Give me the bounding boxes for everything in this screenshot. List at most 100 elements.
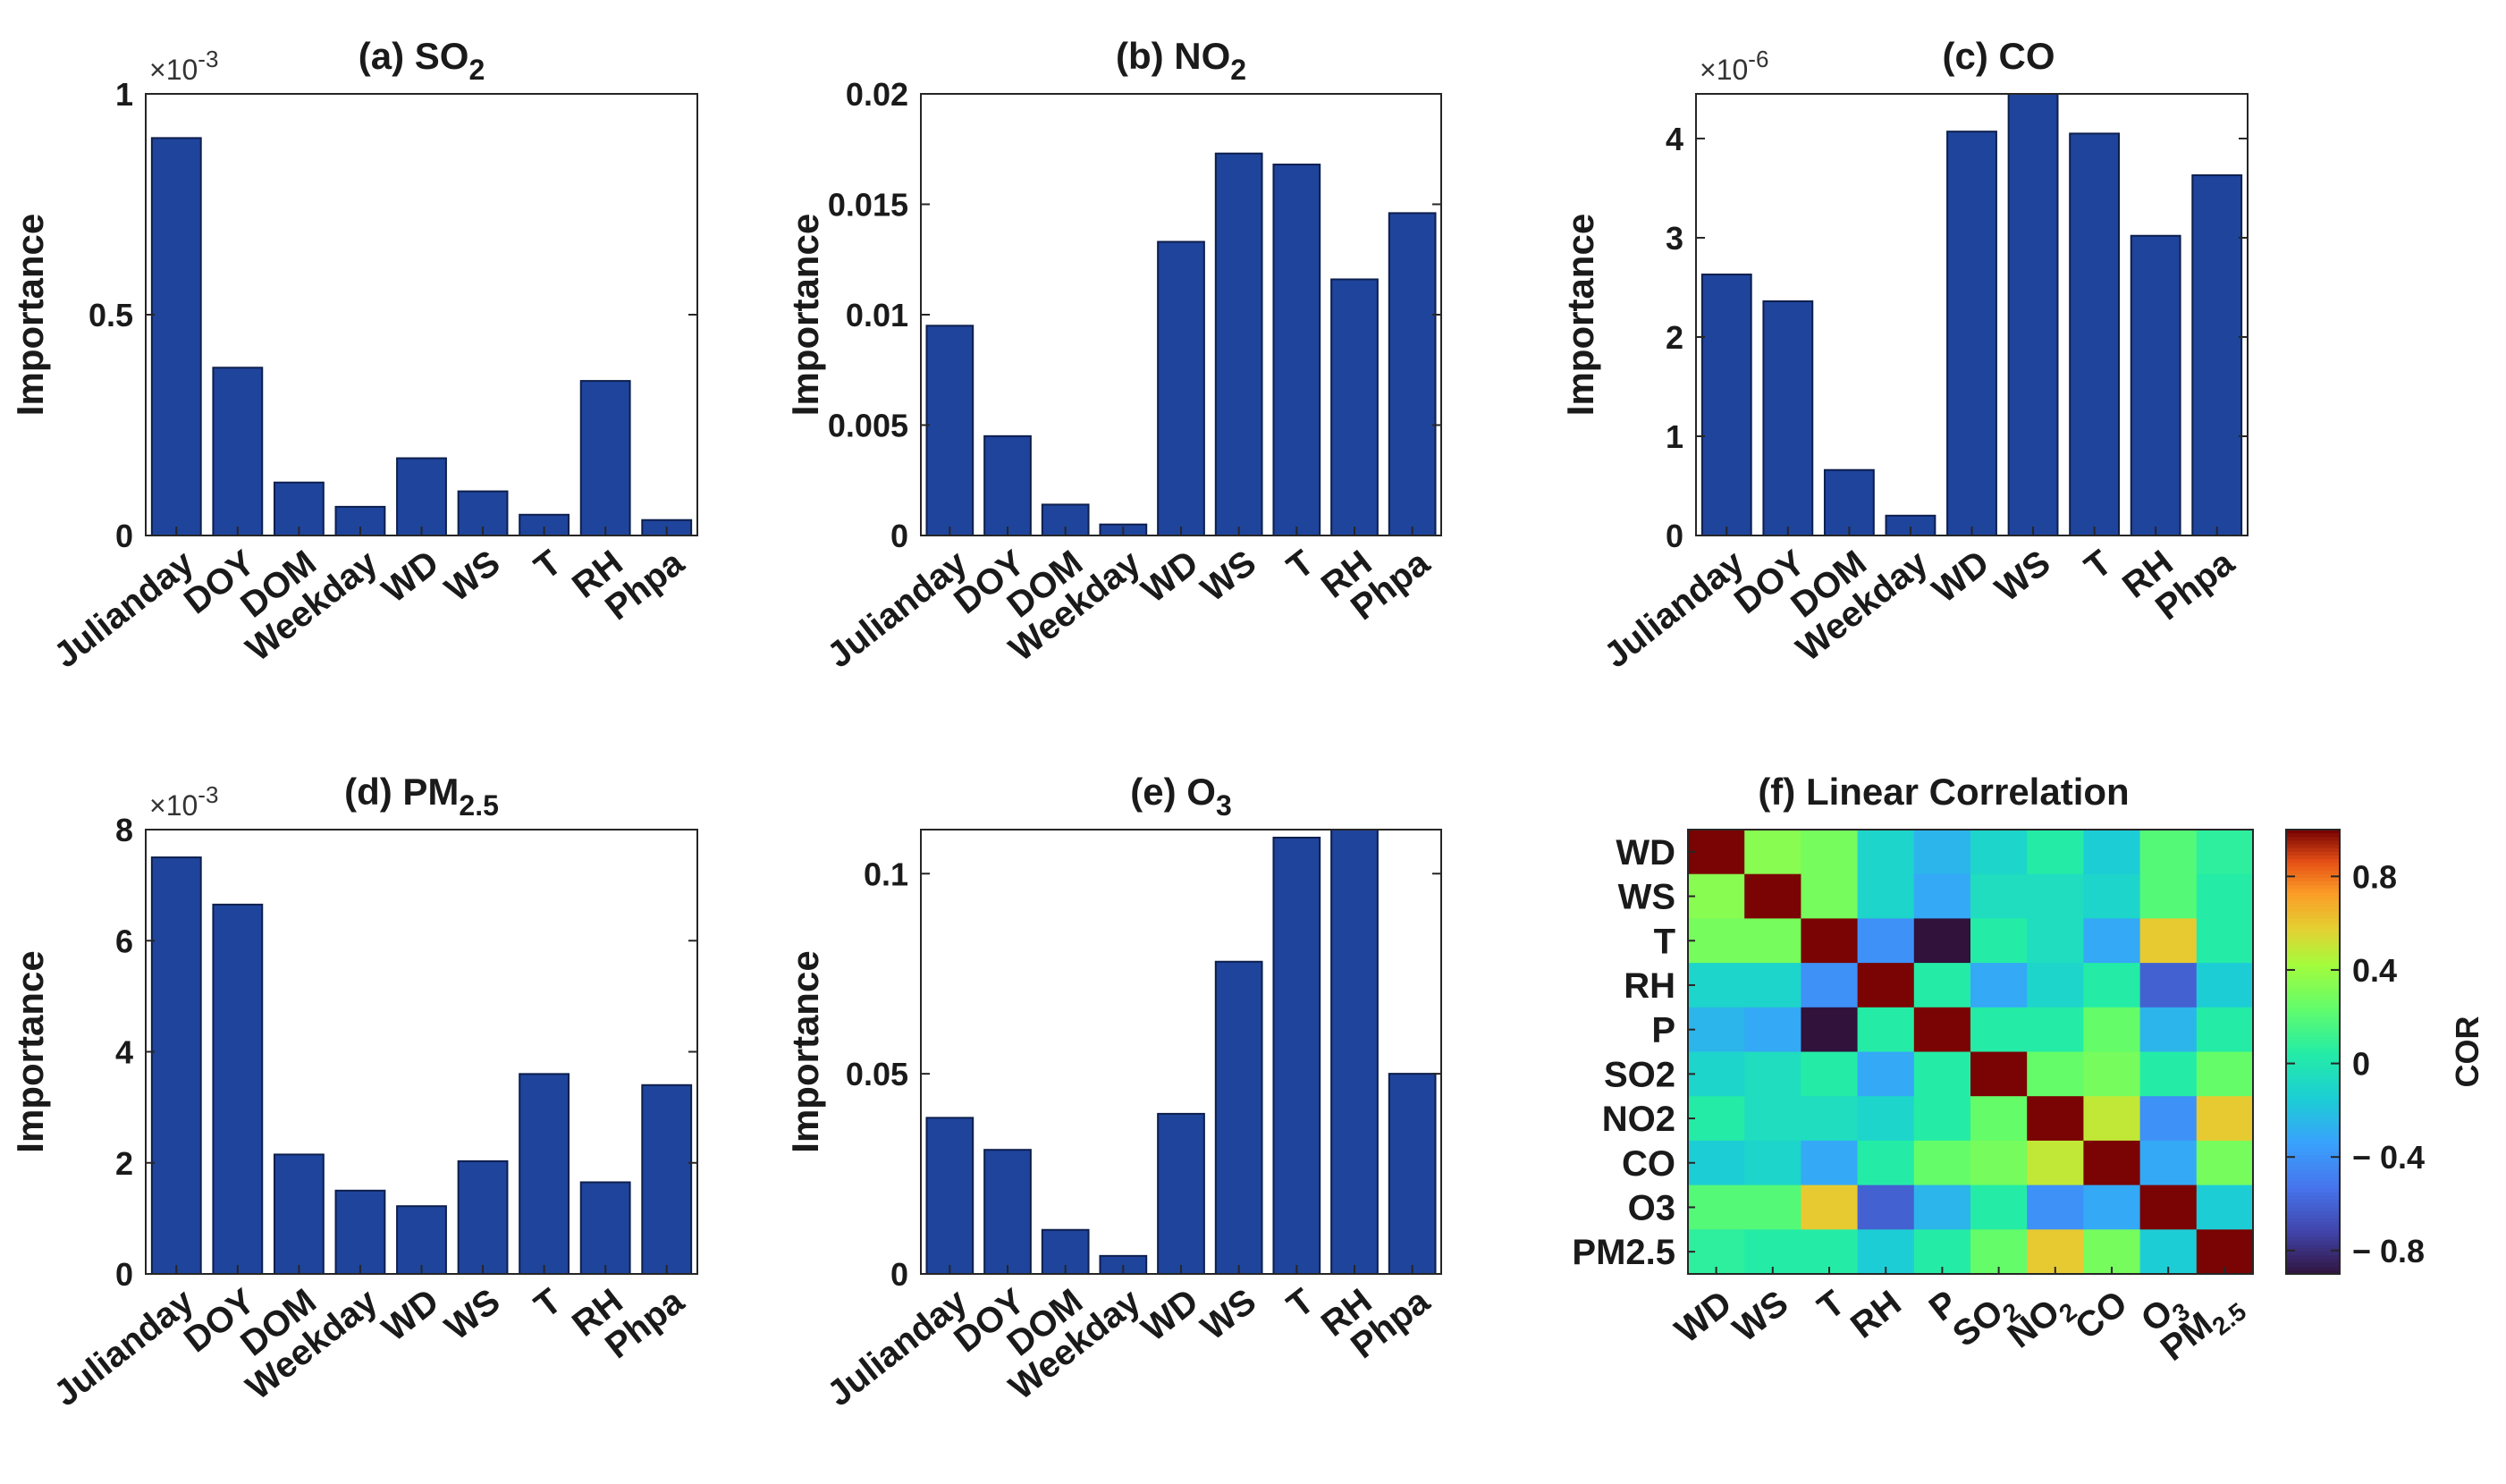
colorbar-segment	[2286, 1122, 2340, 1126]
colorbar-segment	[2286, 1003, 2340, 1008]
y-tick-label: 0	[890, 518, 908, 554]
colorbar-segment	[2286, 1214, 2340, 1219]
colorbar-segment	[2286, 951, 2340, 957]
colorbar-segment	[2286, 1144, 2340, 1149]
cell-t-so2	[1970, 918, 2028, 964]
panel-title: (a) SO2	[359, 35, 485, 86]
colorbar-segment	[2286, 1084, 2340, 1090]
colorbar-segment	[2286, 1236, 2340, 1242]
cell-o3-o3	[2139, 1185, 2198, 1230]
colorbar-segment	[2286, 1129, 2340, 1134]
colorbar-segment	[2286, 866, 2340, 872]
cell-rh-ws	[1744, 963, 1801, 1008]
bar-a-julianday	[150, 137, 202, 536]
cell-rh-o3	[2139, 963, 2198, 1008]
cell-so2-ws	[1744, 1051, 1801, 1097]
colorbar-segment	[2286, 1200, 2340, 1204]
bar-e-phpa	[1388, 1073, 1437, 1275]
colorbar-segment	[2286, 1081, 2340, 1086]
colorbar-segment	[2286, 937, 2340, 941]
colorbar-tick-label: 0.8	[2352, 858, 2397, 895]
colorbar-segment	[2286, 877, 2340, 882]
bar-d-wd	[396, 1205, 447, 1276]
cell-co-co	[2083, 1140, 2141, 1186]
y-multiplier: ×10-3	[149, 781, 218, 822]
colorbar-segment	[2286, 1070, 2340, 1075]
row-label: P	[1651, 1011, 1675, 1050]
bar-d-t	[519, 1073, 570, 1275]
cell-so2-no2	[2027, 1051, 2084, 1097]
y-tick-label: 0.1	[864, 856, 908, 892]
colorbar-segment	[2286, 955, 2340, 960]
bar-b-ws	[1214, 152, 1263, 536]
y-tick-label: 0	[890, 1256, 908, 1293]
row-label: NO2	[1602, 1100, 1675, 1139]
colorbar-segment	[2286, 1192, 2340, 1197]
cell-co-ws	[1744, 1140, 1801, 1186]
colorbar-segment	[2286, 840, 2340, 846]
cell-t-no2	[2027, 918, 2084, 964]
colorbar-segment	[2286, 1196, 2340, 1201]
y-tick-label: 4	[1666, 121, 1683, 157]
y-tick-label: 0.05	[846, 1056, 908, 1092]
cell-ws-so2	[1970, 873, 2028, 919]
colorbar-segment	[2286, 830, 2340, 834]
cell-t-co	[2083, 918, 2141, 964]
cell-ws-no2	[2027, 873, 2084, 919]
cell-no2-pm2.5	[2196, 1096, 2254, 1142]
colorbar-segment	[2286, 1210, 2340, 1216]
col-label: CO	[2068, 1283, 2134, 1347]
x-tick-label: WS	[1194, 1281, 1263, 1347]
y-tick-label: 1	[115, 76, 133, 113]
panel-title: (b) NO2	[1116, 35, 1246, 86]
cell-so2-wd	[1688, 1051, 1745, 1097]
colorbar-segment	[2286, 1118, 2340, 1123]
cell-no2-p	[1913, 1096, 1971, 1142]
bar-b-doy	[983, 434, 1032, 537]
colorbar-segment	[2286, 1044, 2340, 1049]
colorbar-segment	[2286, 837, 2340, 842]
y-tick-label: 0.01	[846, 297, 908, 333]
colorbar-segment	[2286, 1110, 2340, 1116]
colorbar-segment	[2286, 889, 2340, 894]
bar-b-rh	[1330, 278, 1379, 536]
y-axis-label: Importance	[784, 950, 826, 1152]
colorbar-segment	[2286, 1051, 2340, 1057]
bar-a-wd	[396, 457, 447, 536]
cell-so2-t	[1801, 1051, 1859, 1097]
cell-wd-wd	[1688, 830, 1745, 875]
bar-c-wd	[1946, 131, 1997, 536]
col-label: T	[1810, 1283, 1852, 1328]
x-tick-label: T	[527, 1281, 569, 1326]
colorbar-segment	[2286, 1170, 2340, 1175]
x-tick-label: WS	[438, 543, 508, 609]
cell-so2-so2	[1970, 1051, 2028, 1097]
colorbar-segment	[2286, 1018, 2340, 1023]
bar-c-phpa	[2191, 174, 2243, 537]
colorbar-segment	[2286, 1244, 2340, 1249]
row-label: RH	[1624, 966, 1675, 1006]
y-multiplier: ×10-3	[149, 46, 218, 86]
colorbar-segment	[2286, 1162, 2340, 1168]
colorbar-segment	[2286, 1015, 2340, 1019]
y-tick-label: 3	[1666, 220, 1683, 257]
cell-no2-no2	[2027, 1096, 2084, 1142]
colorbar-segment	[2286, 970, 2340, 975]
cell-ws-pm2.5	[2196, 873, 2254, 919]
colorbar-segment	[2286, 1055, 2340, 1060]
colorbar-segment	[2286, 1229, 2340, 1235]
colorbar-segment	[2286, 881, 2340, 886]
colorbar-segment	[2286, 992, 2340, 997]
cell-wd-ws	[1744, 830, 1801, 875]
cell-rh-p	[1913, 963, 1971, 1008]
col-label: PM2.5	[2154, 1283, 2251, 1373]
cell-so2-rh	[1857, 1051, 1915, 1097]
cell-p-t	[1801, 1007, 1859, 1052]
cell-o3-p	[1913, 1185, 1971, 1230]
cell-t-o3	[2139, 918, 2198, 964]
y-tick-label: 6	[115, 923, 133, 959]
colorbar-segment	[2286, 974, 2340, 979]
heatmap-frame	[1687, 829, 2254, 1275]
